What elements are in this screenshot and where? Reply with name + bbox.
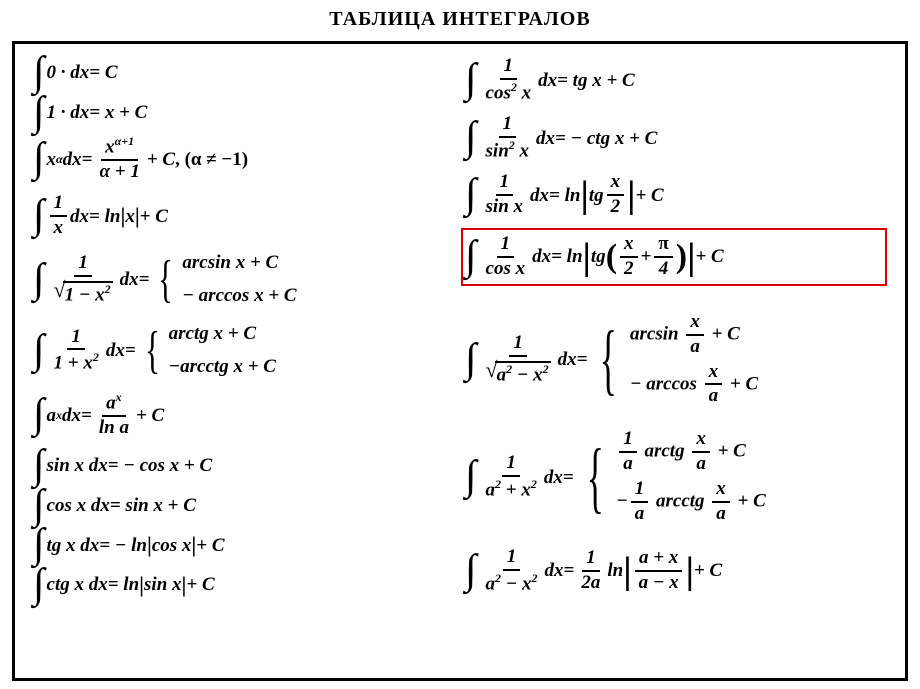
formula-r2: ∫ 1 sin2 x dx = − ctg x + C [465,114,887,162]
formula-l4: ∫ 1 x dx = ln|x| + C [33,193,455,239]
formula-r6: ∫ 1 a2 + x2 dx = { 1a arctg xa + C −1a a… [465,429,887,525]
formula-r1: ∫ 1 cos2 x dx = tg x + C [465,56,887,104]
formula-r4-highlighted: ∫ 1 cos x dx = ln|tg( x 2 + π 4 )| + C [461,228,887,286]
formula-l10: ∫tg x dx = − ln|cos x| + C [33,528,455,562]
formula-r3: ∫ 1 sin x dx = ln|tg x 2 | + C [465,172,887,218]
formula-r5: ∫ 1 √a2 − x2 dx = { arcsin xa + C − arcc… [465,312,887,408]
formula-l1: ∫0 · dx = C [33,56,455,90]
formula-l3: ∫xαdx = xα+1 α + 1 + C, (α ≠ −1) [33,135,455,183]
formula-r7: ∫ 1 a2 − x2 dx = 1 2a ln | a + x a − x |… [465,547,887,595]
integral-table: ∫0 · dx = C ∫1 · dx = x + C ∫xαdx = xα+1… [12,41,908,681]
right-column: ∫ 1 cos2 x dx = tg x + C ∫ 1 sin2 x dx =… [465,56,887,672]
formula-l5: ∫ 1 √1 − x2 dx = { arcsin x + C − arccos… [33,249,455,310]
page-title: ТАБЛИЦА ИНТЕГРАЛОВ [12,8,908,31]
formula-l9: ∫cos x dx = sin x + C [33,489,455,523]
left-column: ∫0 · dx = C ∫1 · dx = x + C ∫xαdx = xα+1… [33,56,455,672]
formula-l8: ∫sin x dx = − cos x + C [33,449,455,483]
formula-l2: ∫1 · dx = x + C [33,96,455,130]
formula-l7: ∫axdx = ax ln a + C [33,391,455,439]
formula-l11: ∫ctg x dx = ln|sin x| + C [33,568,455,602]
formula-l6: ∫ 1 1 + x2 dx = { arctg x + C −arcctg x … [33,320,455,381]
